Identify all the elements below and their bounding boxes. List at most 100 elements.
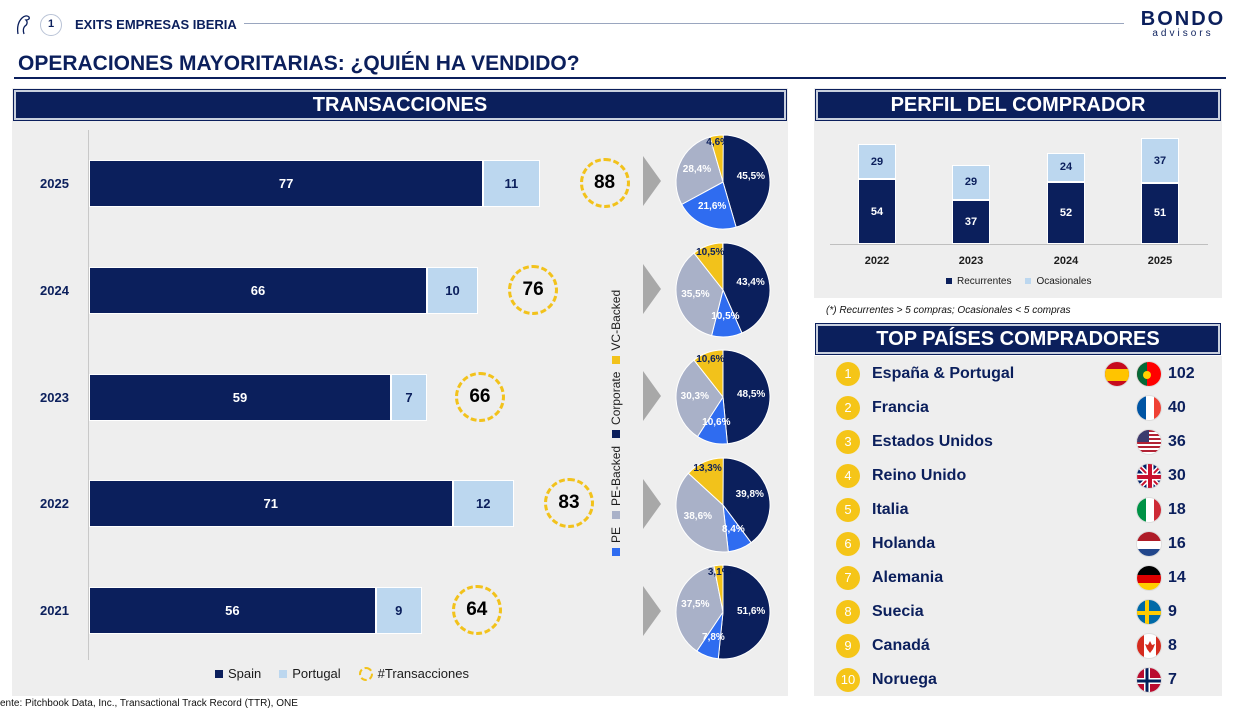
rank-badge: 6 (836, 532, 860, 556)
country-row: 2 Francia 40 (836, 391, 1208, 425)
bar-portugal: 7 (391, 374, 427, 421)
pie-slice-label: 35,5% (681, 288, 710, 300)
it-flag-icon (1136, 497, 1162, 523)
country-row: 7 Alemania 14 (836, 561, 1208, 595)
bar-recurrentes: 51 (1141, 182, 1179, 244)
bar-portugal: 11 (483, 160, 540, 207)
bar-portugal: 9 (375, 587, 422, 634)
pie-slice-label: 45,5% (736, 171, 766, 183)
country-name: Canadá (872, 637, 930, 654)
fr-flag-icon (1136, 395, 1162, 421)
country-row: 1 España & Portugal 102 (836, 357, 1208, 391)
bar-portugal: 12 (452, 480, 514, 527)
bar-ocasionales: 24 (1047, 152, 1085, 182)
logo-name: BONDO (1140, 8, 1226, 30)
pie-slice-pe-backed (675, 252, 724, 337)
pie-chart-2022 (675, 457, 771, 553)
page-title: OPERACIONES MAYORITARIAS: ¿QUIÉN HA VEND… (18, 52, 580, 75)
pie-slice-vc-backed (693, 349, 724, 399)
country-count: 16 (1168, 535, 1186, 552)
legend-pe: PE (609, 527, 623, 556)
country-count: 18 (1168, 501, 1186, 518)
ca-flag-icon (1136, 633, 1162, 659)
pie-slice-label: 4,6% (706, 136, 730, 148)
pie-chart-2021 (675, 564, 771, 660)
country-row: 9 Canadá 8 (836, 629, 1208, 663)
header-divider (244, 23, 1124, 24)
pie-slice-label: 39,8% (735, 489, 764, 501)
no-flag-icon (1136, 667, 1162, 693)
pie-slice-label: 48,5% (736, 388, 766, 400)
pie-slice-pe (680, 181, 737, 230)
pie-slice-label: 10,6% (696, 353, 725, 365)
axis-line (88, 130, 89, 660)
country-row: 10 Noruega 7 (836, 663, 1208, 697)
transactions-panel-title: TRANSACCIONES (14, 90, 786, 120)
bar-recurrentes: 52 (1047, 181, 1085, 244)
section-title: EXITS EMPRESAS IBERIA (75, 17, 237, 32)
pie-arrow-icon (643, 479, 661, 529)
rank-badge: 7 (836, 566, 860, 590)
title-underline (14, 77, 1226, 79)
bar-ocasionales: 29 (952, 164, 990, 200)
country-name: España & Portugal (872, 365, 1015, 382)
pie-chart-2025 (675, 134, 771, 230)
logo-tagline: advisors (1152, 28, 1214, 39)
nl-flag-icon (1136, 531, 1162, 557)
profile-year-label: 2022 (864, 255, 890, 267)
bar-legend: Spain Portugal #Transacciones (215, 666, 469, 681)
pie-slice-pe-backed (675, 136, 724, 206)
country-row: 6 Holanda 16 (836, 527, 1208, 561)
pie-slice-label: 51,6% (736, 606, 766, 618)
company-logo: BONDO advisors (1138, 8, 1228, 39)
bar-spain: 56 (89, 587, 376, 634)
country-count: 40 (1168, 399, 1186, 416)
pie-slice-label: 10,6% (702, 417, 731, 429)
bar-spain: 71 (89, 480, 453, 527)
transactions-total-badge: 88 (579, 158, 630, 208)
pie-slice-label: 8,4% (721, 524, 745, 536)
country-count: 30 (1168, 467, 1186, 484)
rank-badge: 4 (836, 464, 860, 488)
bar-recurrentes: 37 (952, 199, 990, 244)
es-flag-icon (1104, 361, 1130, 387)
country-name: Holanda (872, 535, 936, 552)
country-count: 7 (1168, 671, 1177, 688)
rank-badge: 8 (836, 600, 860, 624)
pie-slice-corporate (722, 242, 771, 334)
pie-arrow-icon (643, 156, 661, 206)
pie-slice-label: 10,5% (696, 246, 725, 258)
country-name: Suecia (872, 603, 924, 620)
pie-chart-2023 (675, 349, 771, 445)
bar-year-label: 2024 (40, 283, 69, 298)
legend-spain: Spain (215, 666, 261, 681)
pie-slice-label: 38,6% (683, 510, 713, 522)
country-name: Italia (872, 501, 909, 518)
rank-badge: 10 (836, 668, 860, 692)
legend-vc-backed: VC-Backed (609, 290, 623, 364)
transactions-total-badge: 66 (454, 372, 505, 422)
top-countries-list: 1 España & Portugal 102 2 Francia 40 3 Estados … (836, 357, 1208, 697)
de-flag-icon (1136, 565, 1162, 591)
legend-pe-backed: PE-Backed (609, 446, 623, 519)
pie-slice-corporate (722, 134, 771, 228)
pie-slice-vc-backed (687, 457, 724, 507)
country-name: Reino Unido (872, 467, 967, 484)
bar-spain: 77 (89, 160, 484, 207)
country-name: Estados Unidos (872, 433, 993, 450)
bar-ocasionales: 29 (858, 144, 896, 180)
rank-badge: 5 (836, 498, 860, 522)
pie-arrow-icon (643, 586, 661, 636)
bar-spain: 59 (89, 374, 392, 421)
bar-recurrentes: 54 (858, 179, 896, 244)
pie-slice-vc-backed (709, 134, 724, 183)
pie-slice-pe-backed (675, 472, 729, 553)
pie-slice-label: 28,4% (682, 164, 712, 176)
uk-flag-icon (1136, 463, 1162, 489)
profile-legend: Recurrentes Ocasionales (946, 276, 1092, 287)
bar-spain: 66 (89, 267, 427, 314)
legend-ocasionales: Ocasionales (1025, 276, 1092, 287)
rank-badge: 2 (836, 396, 860, 420)
pie-slice-pe-backed (675, 565, 724, 652)
bar-ocasionales: 37 (1141, 138, 1179, 183)
